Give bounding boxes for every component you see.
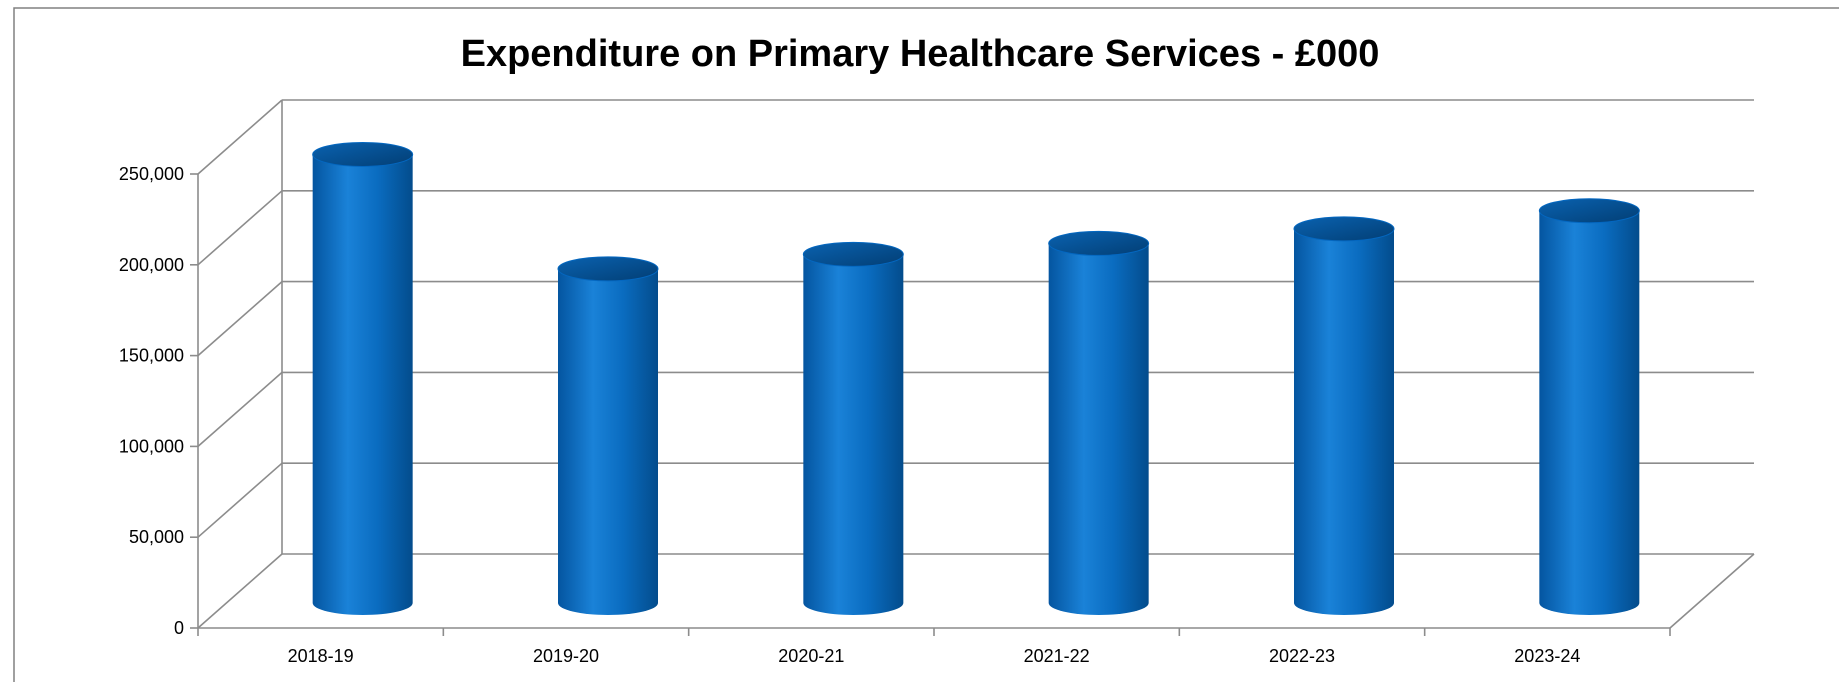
gridline-diagonal [197,462,283,538]
bar-body [558,268,658,615]
y-tick-label: 250,000 [119,164,184,184]
bar-body [803,254,904,615]
x-tick-label: 2019-20 [533,646,599,666]
bar-top-cap [1293,216,1395,242]
y-tick-label: 50,000 [129,527,184,547]
chart-title: Expenditure on Primary Healthcare Servic… [461,33,1380,75]
bar-body [1294,228,1394,616]
chart-border [13,7,1839,682]
y-tick-label: 100,000 [119,436,184,456]
bar [557,256,659,615]
axes [190,100,1755,636]
x-tick-label: 2020-21 [778,646,844,666]
bar-top-cap [802,241,904,267]
bar [1293,216,1395,616]
x-tick-label: 2018-19 [288,646,354,666]
gridline-diagonal [197,280,283,357]
bar-body [312,154,413,615]
gridline-diagonal [197,190,283,266]
y-tick-label: 200,000 [119,255,184,275]
bar [802,241,904,615]
bar-top-cap [312,141,414,167]
bar [1538,198,1640,615]
gridlines [197,99,1754,629]
x-tick-label: 2021-22 [1024,646,1090,666]
bar-body [1539,210,1640,615]
bar-top-cap [557,256,659,282]
gridline-diagonal [197,371,283,448]
bar-top-cap [1538,198,1640,224]
y-tick-label: 0 [174,618,184,638]
bar [312,141,414,615]
bar-top-cap [1048,230,1150,256]
y-axis-tick-labels: 0 50,000 100,000 150,000 200,000 250,000 [119,164,184,638]
gridline-diagonal [197,553,283,629]
x-axis-tick-labels: 2018-19 2019-20 2020-21 2021-22 2022-23 2023-… [288,646,1581,666]
gridline-diagonal [197,99,283,175]
x-tick-label: 2022-23 [1269,646,1335,666]
bar [1048,230,1150,615]
x-tick-label: 2023-24 [1514,646,1580,666]
floor-right-edge [1669,553,1755,629]
y-tick-label: 150,000 [119,346,184,366]
bars [312,141,1640,616]
bar-body [1048,243,1149,615]
